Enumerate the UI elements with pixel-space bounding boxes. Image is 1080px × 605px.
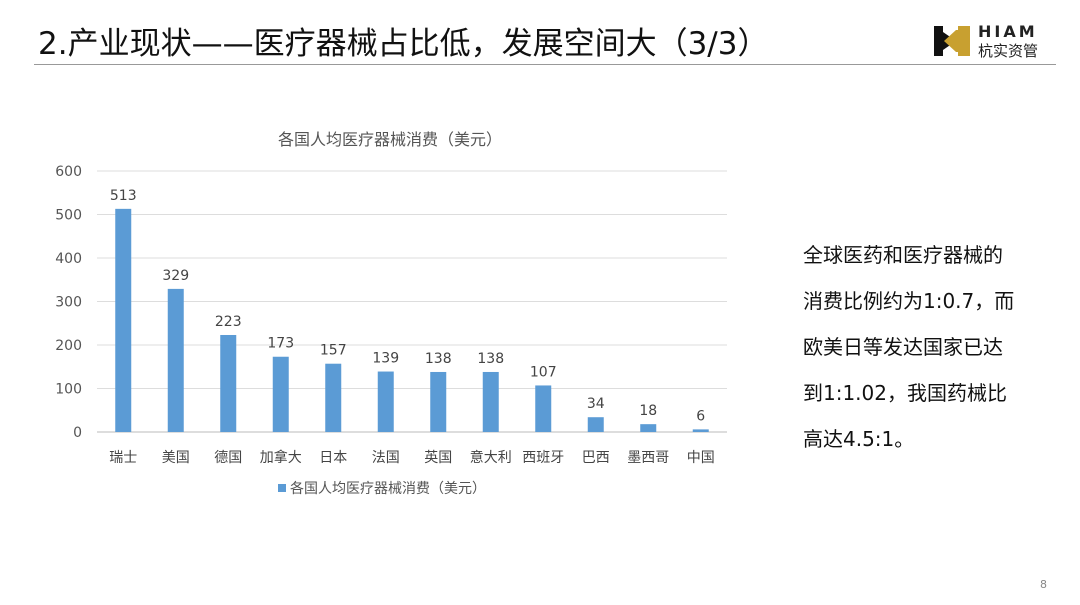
data-label: 223 [215,314,242,330]
x-tick-label: 日本 [319,450,347,466]
data-label: 18 [639,403,657,419]
data-label: 138 [425,351,452,367]
x-tick-label: 中国 [687,450,715,466]
chart-title: 各国人均医疗器械消费（美元） [278,130,502,149]
x-tick-label: 法国 [372,450,400,466]
slide-title: 2.产业现状——医疗器械占比低，发展空间大（3/3） [38,26,769,62]
y-tick-label: 600 [55,164,82,180]
x-tick-label: 巴西 [582,450,610,466]
side-note-line: 到1:1.02，我国药械比 [803,381,1007,405]
bar [692,429,709,432]
data-label: 157 [320,343,347,359]
data-label: 107 [530,364,557,380]
bar [640,424,657,432]
bar [325,363,342,432]
bar [587,417,604,432]
bar [115,208,132,432]
bar [377,371,394,432]
data-label: 329 [162,268,189,284]
side-note-line: 高达4.5:1。 [803,427,915,451]
x-tick-label: 美国 [162,450,190,466]
y-tick-label: 300 [55,295,82,311]
logo-mark-icon [934,26,970,56]
data-label: 138 [477,351,504,367]
logo-text-en: HIAM [978,22,1038,41]
side-note-line: 全球医药和医疗器械的 [803,243,1003,267]
data-label: 34 [587,396,605,412]
bar [430,371,447,432]
y-tick-label: 500 [55,208,82,224]
side-note: 全球医药和医疗器械的 消费比例约为1:0.7，而 欧美日等发达国家已达 到1:1… [803,232,1043,462]
bar [272,356,289,432]
x-tick-label: 瑞士 [109,450,137,466]
legend-label: 各国人均医疗器械消费（美元） [290,481,486,497]
bar [220,334,237,432]
legend-swatch [278,484,286,492]
title-divider [34,64,1056,65]
y-tick-label: 400 [55,251,82,267]
data-label: 173 [267,336,294,352]
logo-text-cn: 杭实资管 [978,42,1039,60]
x-tick-label: 加拿大 [260,449,302,466]
y-tick-label: 200 [55,338,82,354]
y-tick-label: 100 [55,382,82,398]
bar [535,385,552,432]
x-tick-label: 意大利 [470,449,512,466]
data-label: 139 [372,351,399,367]
data-label: 513 [110,188,137,204]
side-note-line: 消费比例约为1:0.7，而 [803,289,1015,313]
logo: HIAM 杭实资管 [934,22,1056,60]
x-tick-label: 墨西哥 [627,450,669,466]
data-label: 6 [696,408,705,424]
bar [167,288,184,432]
x-tick-label: 德国 [214,450,242,466]
x-tick-label: 英国 [424,449,452,466]
side-note-line: 欧美日等发达国家已达 [803,335,1003,359]
page-number: 8 [1040,578,1047,591]
x-tick-label: 西班牙 [522,450,564,466]
y-tick-label: 0 [73,425,82,441]
bar [482,371,499,432]
